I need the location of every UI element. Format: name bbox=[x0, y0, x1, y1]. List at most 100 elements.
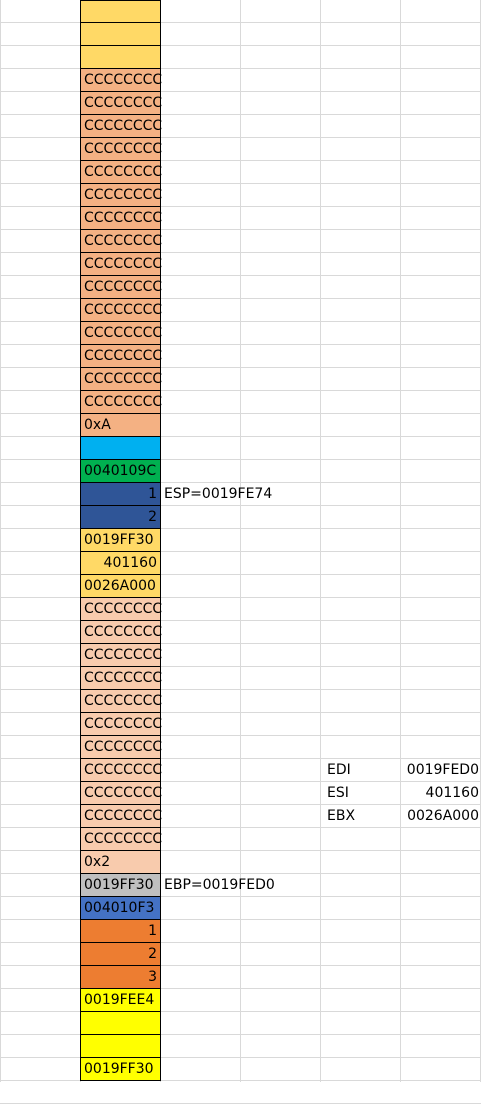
sheet-row: CCCCCCCC bbox=[0, 299, 481, 322]
register-value[interactable]: 0019FED0 bbox=[406, 762, 479, 778]
stack-cell[interactable]: CCCCCCCC bbox=[80, 184, 162, 207]
stack-cell[interactable]: 3 bbox=[80, 966, 161, 989]
sheet-row: 2 bbox=[0, 506, 481, 529]
stack-cell[interactable] bbox=[80, 1012, 161, 1035]
register-value[interactable]: 401160 bbox=[425, 785, 479, 801]
sheet-row bbox=[0, 1081, 481, 1104]
stack-cell[interactable]: 2 bbox=[80, 506, 161, 529]
stack-cell[interactable]: 0019FEE4 bbox=[80, 989, 161, 1012]
sheet-row: CCCCCCCC bbox=[0, 69, 481, 92]
sheet-row: 0026A000 bbox=[0, 575, 481, 598]
sheet-row: CCCCCCCC bbox=[0, 736, 481, 759]
sheet-row: CCCCCCCC bbox=[0, 713, 481, 736]
stack-cell[interactable]: 1 bbox=[80, 483, 161, 506]
stack-cell[interactable]: CCCCCCCC bbox=[80, 621, 162, 644]
stack-cell[interactable]: 1 bbox=[80, 920, 161, 943]
sheet-row: CCCCCCCC bbox=[0, 828, 481, 851]
sheet-row: CCCCCCCC bbox=[0, 667, 481, 690]
stack-cell[interactable]: CCCCCCCC bbox=[80, 805, 162, 828]
sheet-row: CCCCCCCC EBX 0026A000 bbox=[0, 805, 481, 828]
stack-cell[interactable]: CCCCCCCC bbox=[80, 92, 162, 115]
stack-cell[interactable]: CCCCCCCC bbox=[80, 230, 162, 253]
sheet-row: CCCCCCCC bbox=[0, 345, 481, 368]
pointer-label[interactable]: ESP=0019FE74 bbox=[164, 486, 273, 502]
sheet-row: 0019FF30 bbox=[0, 1058, 481, 1081]
stack-cell[interactable]: 004010F3 bbox=[80, 897, 161, 920]
sheet-row: 0019FF30 EBP=0019FED0 bbox=[0, 874, 481, 897]
sheet-row: 0019FF30 bbox=[0, 529, 481, 552]
sheet-row bbox=[0, 0, 481, 23]
sheet-row: CCCCCCCC bbox=[0, 207, 481, 230]
stack-cell[interactable]: 2 bbox=[80, 943, 161, 966]
sheet-row: CCCCCCCC bbox=[0, 92, 481, 115]
sheet-row: CCCCCCCC bbox=[0, 598, 481, 621]
register-name[interactable]: EBX bbox=[327, 808, 356, 824]
sheet-row: CCCCCCCC bbox=[0, 138, 481, 161]
sheet-row: CCCCCCCC bbox=[0, 184, 481, 207]
register-value[interactable]: 0026A000 bbox=[407, 808, 479, 824]
stack-cell[interactable] bbox=[80, 437, 161, 460]
stack-cell[interactable]: 0xA bbox=[80, 414, 161, 437]
stack-cell[interactable] bbox=[80, 46, 161, 69]
sheet-row: 0xA bbox=[0, 414, 481, 437]
sheet-row bbox=[0, 437, 481, 460]
sheet-row: CCCCCCCC bbox=[0, 690, 481, 713]
stack-cell[interactable]: CCCCCCCC bbox=[80, 322, 162, 345]
sheet-row: 0019FEE4 bbox=[0, 989, 481, 1012]
stack-cell[interactable]: CCCCCCCC bbox=[80, 368, 162, 391]
stack-cell[interactable]: CCCCCCCC bbox=[80, 644, 162, 667]
stack-cell[interactable]: CCCCCCCC bbox=[80, 736, 162, 759]
sheet-row: CCCCCCCC EDI 0019FED0 bbox=[0, 759, 481, 782]
pointer-label[interactable]: EBP=0019FED0 bbox=[164, 877, 275, 893]
sheet-row: 401160 bbox=[0, 552, 481, 575]
stack-cell[interactable]: CCCCCCCC bbox=[80, 161, 162, 184]
stack-cell[interactable]: 0040109C bbox=[80, 460, 161, 483]
sheet-row: CCCCCCCC bbox=[0, 644, 481, 667]
stack-cell[interactable]: CCCCCCCC bbox=[80, 598, 162, 621]
stack-cell[interactable]: CCCCCCCC bbox=[80, 69, 162, 92]
column-gridline bbox=[0, 0, 1, 1082]
sheet-row: CCCCCCCC bbox=[0, 621, 481, 644]
stack-cell[interactable] bbox=[80, 0, 161, 23]
stack-cell[interactable]: 0x2 bbox=[80, 851, 161, 874]
stack-cell[interactable]: CCCCCCCC bbox=[80, 138, 162, 161]
stack-cell[interactable]: CCCCCCCC bbox=[80, 759, 162, 782]
stack-cell[interactable]: CCCCCCCC bbox=[80, 207, 162, 230]
sheet-row: CCCCCCCC ESI 401160 bbox=[0, 782, 481, 805]
sheet-row: CCCCCCCC bbox=[0, 253, 481, 276]
sheet-row: CCCCCCCC bbox=[0, 368, 481, 391]
sheet-row: CCCCCCCC bbox=[0, 115, 481, 138]
sheet-row: CCCCCCCC bbox=[0, 230, 481, 253]
column-gridline bbox=[320, 0, 321, 1082]
stack-cell[interactable]: 0026A000 bbox=[80, 575, 161, 598]
stack-cell[interactable]: CCCCCCCC bbox=[80, 713, 162, 736]
register-name[interactable]: ESI bbox=[327, 785, 349, 801]
stack-cell[interactable]: CCCCCCCC bbox=[80, 828, 162, 851]
stack-cell[interactable]: 0019FF30 bbox=[80, 874, 161, 897]
stack-cell[interactable]: CCCCCCCC bbox=[80, 667, 162, 690]
stack-cell[interactable]: 401160 bbox=[80, 552, 161, 575]
stack-cell[interactable]: CCCCCCCC bbox=[80, 690, 162, 713]
sheet-row: 1 bbox=[0, 920, 481, 943]
sheet-row: 0040109C bbox=[0, 460, 481, 483]
column-gridline bbox=[240, 0, 241, 1082]
sheet-row: 004010F3 bbox=[0, 897, 481, 920]
stack-cell[interactable] bbox=[80, 1035, 161, 1058]
sheet-row: 3 bbox=[0, 966, 481, 989]
stack-cell[interactable]: CCCCCCCC bbox=[80, 782, 162, 805]
stack-cell[interactable]: CCCCCCCC bbox=[80, 299, 162, 322]
sheet-row: 0x2 bbox=[0, 851, 481, 874]
stack-cell[interactable]: CCCCCCCC bbox=[80, 253, 162, 276]
sheet-row: 1 ESP=0019FE74 bbox=[0, 483, 481, 506]
stack-cell[interactable]: CCCCCCCC bbox=[80, 276, 162, 299]
sheet-row bbox=[0, 1012, 481, 1035]
sheet-row: CCCCCCCC bbox=[0, 276, 481, 299]
stack-cell[interactable]: CCCCCCCC bbox=[80, 345, 162, 368]
stack-cell[interactable]: 0019FF30 bbox=[80, 1058, 161, 1081]
register-name[interactable]: EDI bbox=[327, 762, 351, 778]
stack-cell[interactable]: CCCCCCCC bbox=[80, 391, 162, 414]
stack-cell[interactable] bbox=[80, 23, 161, 46]
stack-cell[interactable]: CCCCCCCC bbox=[80, 115, 162, 138]
stack-cell[interactable]: 0019FF30 bbox=[80, 529, 161, 552]
